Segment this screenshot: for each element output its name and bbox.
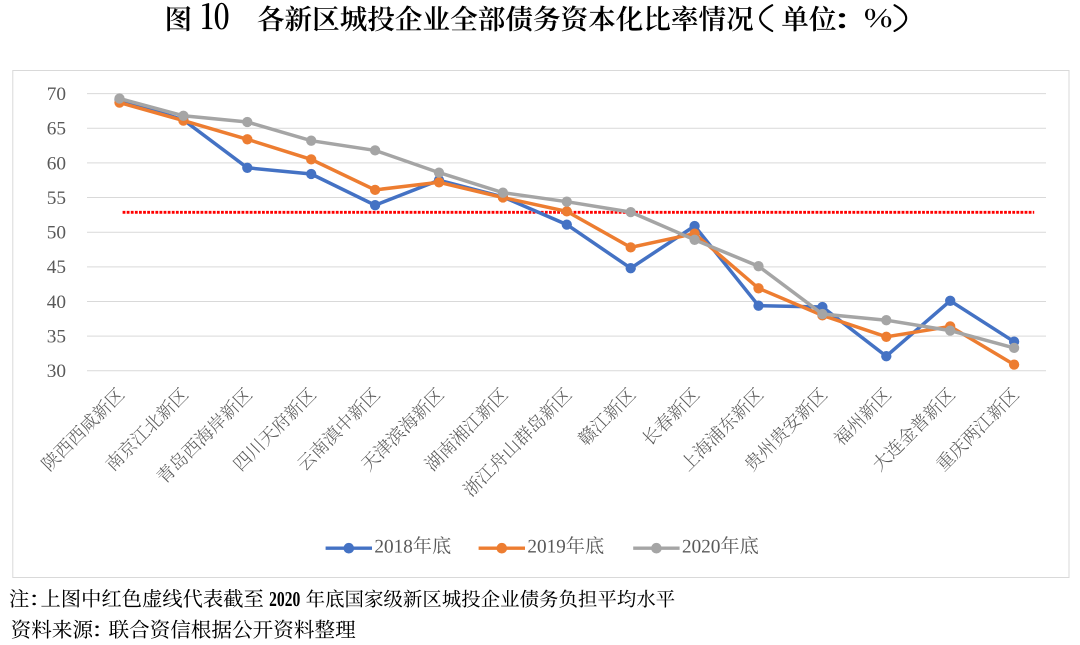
svg-text:60: 60 <box>47 153 66 174</box>
svg-text:55: 55 <box>47 188 66 209</box>
svg-text:65: 65 <box>47 119 66 140</box>
svg-text:40: 40 <box>47 292 66 313</box>
svg-text:50: 50 <box>47 223 66 244</box>
svg-text:35: 35 <box>47 327 66 348</box>
svg-text:30: 30 <box>47 361 66 382</box>
svg-text:45: 45 <box>47 257 66 278</box>
svg-text:70: 70 <box>47 84 66 105</box>
